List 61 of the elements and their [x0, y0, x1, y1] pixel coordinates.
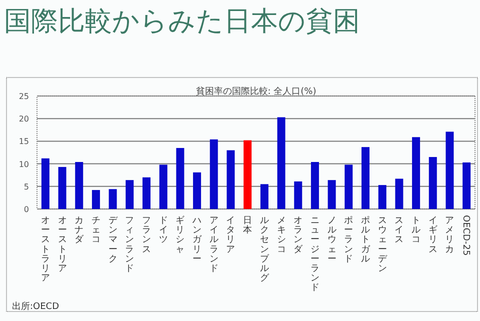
x-tick-label: フィンランド [125, 216, 134, 274]
x-tick-label: チェコ [91, 216, 100, 246]
text: 出所:OECD [12, 301, 60, 312]
x-tick-label: ノルウェー [327, 216, 336, 264]
x-tick-label: カナダ [74, 216, 85, 246]
bar [446, 132, 454, 209]
x-tick-label: トルコ [412, 216, 421, 246]
y-tick-label: 15 [18, 137, 29, 146]
x-tick-label: 日本 [243, 216, 252, 236]
bar [294, 181, 302, 209]
bar [176, 148, 184, 209]
x-tick-label: オランダ [294, 216, 304, 255]
bar [142, 177, 150, 209]
x-tick-label: OECD-25 [460, 215, 470, 256]
bar [462, 162, 471, 209]
x-tick-label: ドイツ [158, 216, 168, 246]
bar [428, 157, 437, 209]
bar [277, 117, 286, 209]
bar [328, 180, 336, 209]
bar [260, 184, 268, 209]
chart-title: 国際比較からみた日本の貧困 [4, 6, 360, 37]
bar [362, 147, 370, 209]
bar [412, 137, 420, 209]
bar [244, 140, 252, 209]
x-tick-label: フランス [142, 216, 151, 255]
bar [92, 190, 100, 209]
bar [159, 164, 168, 209]
y-tick-label: 5 [24, 182, 29, 192]
x-tick-label: イタリア [226, 216, 236, 255]
x-tick-label: スウェーデン [378, 216, 388, 274]
x-tick-label: メキシコ [276, 216, 286, 255]
x-tick-label: アメリカ [445, 216, 454, 255]
bar [395, 178, 404, 209]
bar [193, 172, 202, 209]
x-tick-label: イギリス [428, 216, 438, 255]
x-tick-label: デンマーク [108, 216, 118, 264]
y-tick-label: 10 [18, 160, 29, 169]
x-tick-label: アイルランド [209, 216, 218, 274]
x-tick-label: スイス [394, 216, 404, 246]
x-tick-label: ポーランド [344, 216, 354, 264]
y-tick-label: 0 [24, 205, 29, 214]
bar [226, 150, 235, 209]
bar [126, 180, 134, 209]
bar [344, 164, 353, 209]
x-tick-label: ギリシャ [176, 215, 185, 255]
x-tick-label: ハンガリー [192, 216, 203, 264]
bar [210, 139, 218, 209]
y-tick-label: 20 [18, 114, 29, 124]
x-tick-label: ルクセンブルグ [260, 216, 270, 284]
bar [41, 158, 50, 209]
bar [378, 185, 386, 209]
bar [310, 162, 319, 209]
x-tick-label: ポルトガル [361, 216, 371, 264]
bar [58, 166, 66, 209]
bar [108, 189, 117, 209]
y-tick-label: 25 [18, 92, 29, 101]
x-tick-label: ニュージーランド [310, 216, 320, 294]
x-tick-label: オーストリア [58, 216, 67, 274]
bar [75, 162, 84, 209]
x-tick-label: オーストラリア [40, 216, 50, 284]
chart-subtitle: 貧困率の国際比較: 全人口(%) [196, 86, 316, 97]
